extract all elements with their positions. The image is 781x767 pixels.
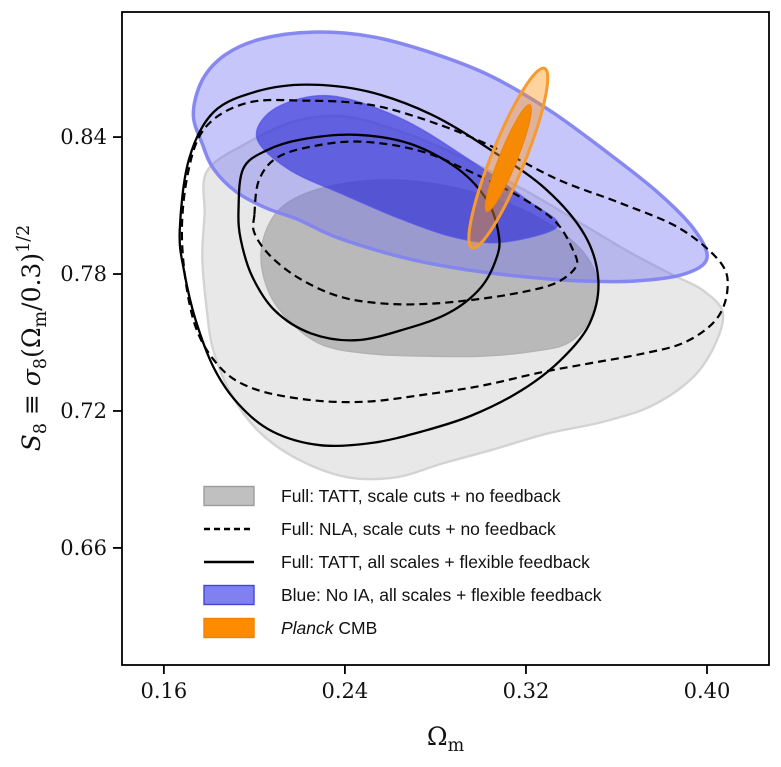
y-axis-label-part: m bbox=[31, 310, 51, 327]
legend-item: Full: TATT, scale cuts + no feedback bbox=[203, 485, 561, 507]
y-tick-label: 0.72 bbox=[60, 399, 107, 423]
contour-tatt-allscales-inner bbox=[237, 133, 501, 342]
y-axis-label-part: 1/2 bbox=[14, 225, 34, 253]
x-axis-label-part: Ω bbox=[427, 722, 448, 751]
legend-swatch-patch bbox=[203, 584, 255, 606]
legend-item: Planck CMB bbox=[203, 617, 377, 639]
legend-item-label: Full: TATT, scale cuts + no feedback bbox=[281, 486, 561, 506]
legend-item-label: Planck CMB bbox=[281, 618, 377, 638]
y-axis-label-part: σ bbox=[17, 368, 46, 386]
legend-item: Blue: No IA, all scales + flexible feedb… bbox=[203, 584, 602, 606]
contour-nla-scalecuts-outer bbox=[180, 98, 729, 404]
y-axis-label-part: (Ω bbox=[17, 327, 46, 357]
plot-frame bbox=[121, 11, 770, 666]
y-tick-label: 0.78 bbox=[60, 262, 107, 286]
contour-nla-scalecuts-inner bbox=[251, 140, 579, 306]
legend-item: Full: NLA, scale cuts + no feedback bbox=[204, 519, 556, 539]
y-tick-label: 0.84 bbox=[60, 125, 107, 149]
x-axis-label: Ωm bbox=[427, 722, 465, 756]
x-tick-label: 0.40 bbox=[684, 679, 731, 703]
contour-noia-allscales-inner bbox=[255, 94, 559, 244]
legend: Full: TATT, scale cuts + no feedback Full… bbox=[203, 485, 602, 639]
y-axis-label-part: S bbox=[17, 434, 46, 451]
legend-item: Full: TATT, all scales + flexible feedba… bbox=[204, 552, 590, 572]
x-tick-label: 0.32 bbox=[503, 679, 550, 703]
x-tick-label: 0.24 bbox=[322, 679, 369, 703]
y-axis-label-part: 8 bbox=[31, 358, 51, 369]
x-axis-label-part: m bbox=[448, 736, 465, 756]
legend-item-label: Full: NLA, scale cuts + no feedback bbox=[281, 519, 556, 539]
legend-swatch-patch bbox=[203, 485, 255, 507]
legend-item-label: Blue: No IA, all scales + flexible feedb… bbox=[281, 585, 602, 605]
y-axis-label-part: ≡ bbox=[17, 386, 46, 423]
y-axis-label-part: 8 bbox=[31, 423, 51, 434]
legend-label-rest: CMB bbox=[334, 618, 378, 638]
y-axis-label-part: /0.3) bbox=[17, 253, 46, 311]
contour-tatt-allscales-outer bbox=[178, 83, 600, 448]
y-axis-label: S8 ≡ σ8(Ωm/0.3)1/2 bbox=[14, 225, 51, 452]
legend-label-italic: Planck bbox=[281, 618, 335, 638]
x-tick-label: 0.16 bbox=[140, 679, 187, 703]
legend-swatch-patch bbox=[203, 617, 255, 639]
y-tick-label: 0.66 bbox=[60, 536, 107, 560]
legend-item-label: Full: TATT, all scales + flexible feedba… bbox=[281, 552, 590, 572]
contour-planck-cmb-inner bbox=[484, 104, 532, 213]
